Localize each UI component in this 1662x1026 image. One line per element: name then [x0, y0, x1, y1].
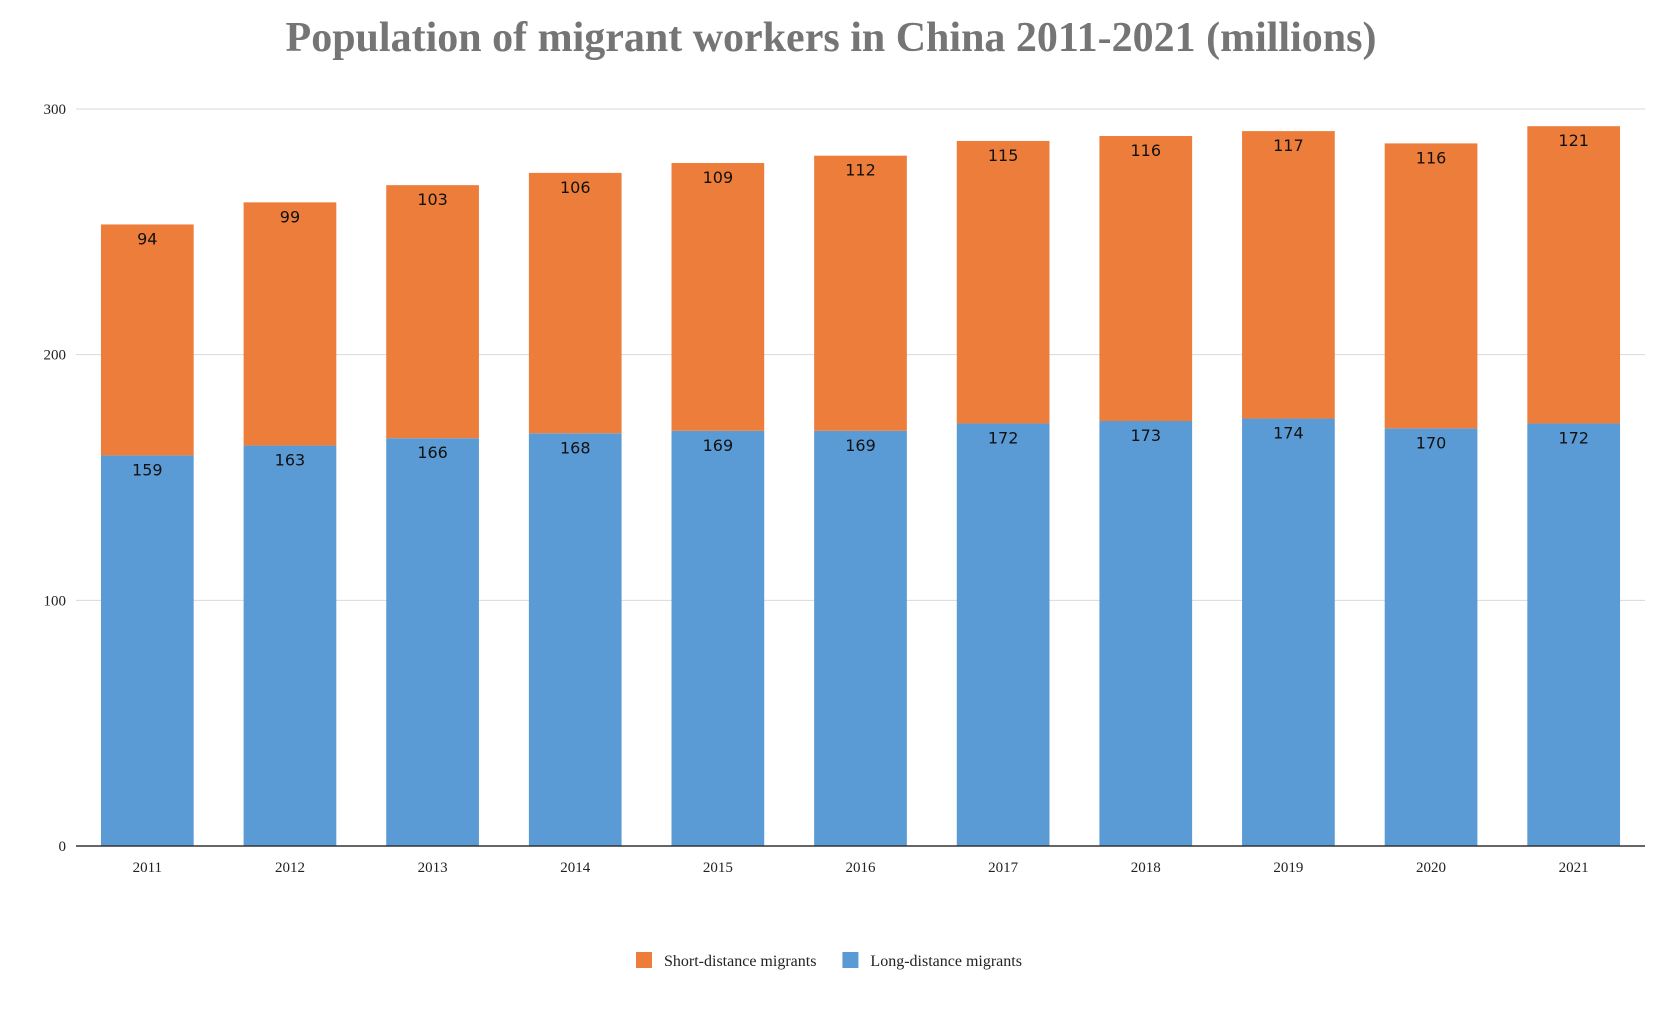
bar-short-distance-2012 — [243, 202, 337, 446]
data-label-long-distance-2018: 173 — [1130, 426, 1161, 445]
data-label-long-distance-2012: 163 — [275, 451, 306, 470]
x-tick-label-2018: 2018 — [1131, 860, 1161, 876]
bar-short-distance-2014 — [528, 172, 622, 434]
x-tick-label-2017: 2017 — [988, 860, 1019, 876]
x-tick-label-2015: 2015 — [703, 860, 733, 876]
axes: 0 100 200 300 2011 2012 2013 2014 2015 2016 2017 20… — [44, 102, 1645, 876]
y-tick-label: 0 — [59, 839, 67, 855]
data-label-long-distance-2011: 159 — [132, 460, 163, 479]
data-label-long-distance-2014: 168 — [560, 438, 591, 457]
x-tick-label-2012: 2012 — [275, 860, 305, 876]
legend: Short-distance migrants Long-distance mig… — [636, 952, 1022, 970]
bar-long-distance-2016 — [814, 430, 907, 846]
y-tick-label: 200 — [44, 348, 67, 364]
data-label-long-distance-2020: 170 — [1416, 433, 1447, 452]
bar-long-distance-2012 — [243, 445, 337, 846]
bar-long-distance-2011 — [100, 455, 194, 846]
x-tick-label-2021: 2021 — [1559, 860, 1589, 876]
data-label-short-distance-2011: 94 — [137, 229, 157, 248]
y-tick-label: 100 — [44, 593, 67, 609]
x-tick-label-2014: 2014 — [560, 860, 591, 876]
data-label-short-distance-2016: 112 — [845, 161, 876, 180]
data-label-short-distance-2018: 116 — [1130, 141, 1161, 160]
bar-short-distance-2021 — [1527, 126, 1621, 424]
data-label-short-distance-2015: 109 — [703, 168, 734, 187]
data-label-long-distance-2016: 169 — [845, 436, 876, 455]
bar-short-distance-2015 — [671, 163, 765, 431]
data-label-short-distance-2013: 103 — [417, 190, 448, 209]
data-label-long-distance-2015: 169 — [703, 436, 734, 455]
data-label-long-distance-2017: 172 — [988, 428, 1019, 447]
bar-short-distance-2020 — [1384, 143, 1478, 429]
bar-long-distance-2019 — [1242, 418, 1335, 846]
bar-long-distance-2014 — [528, 433, 622, 846]
data-label-short-distance-2019: 117 — [1273, 136, 1304, 155]
bar-long-distance-2021 — [1527, 423, 1621, 846]
bar-short-distance-2018 — [1099, 136, 1193, 421]
legend-label-short-distance-migrants: Short-distance migrants — [664, 953, 816, 970]
legend-label-long-distance-migrants: Long-distance migrants — [870, 953, 1022, 970]
data-label-long-distance-2021: 172 — [1558, 428, 1589, 447]
x-tick-label-2013: 2013 — [418, 860, 448, 876]
bar-long-distance-2020 — [1384, 428, 1478, 846]
bar-short-distance-2011 — [100, 224, 194, 456]
legend-swatch-short-distance-migrants — [636, 952, 652, 968]
data-label-short-distance-2012: 99 — [280, 207, 300, 226]
data-labels: 159 94 163 99 166 103 168 106 169 109 169 112 172 115… — [132, 131, 1589, 479]
chart-title: Population of migrant workers in China 2… — [285, 15, 1377, 61]
x-tick-label-2019: 2019 — [1273, 860, 1303, 876]
data-label-short-distance-2017: 115 — [988, 146, 1019, 165]
bar-long-distance-2013 — [386, 438, 479, 846]
bars — [100, 126, 1621, 846]
data-label-short-distance-2020: 116 — [1416, 148, 1447, 167]
data-label-long-distance-2013: 166 — [417, 443, 448, 462]
data-label-long-distance-2019: 174 — [1273, 424, 1304, 443]
x-tick-label-2011: 2011 — [133, 860, 162, 876]
data-label-short-distance-2021: 121 — [1558, 131, 1589, 150]
bar-long-distance-2015 — [671, 430, 765, 846]
bar-short-distance-2017 — [956, 140, 1050, 424]
bar-short-distance-2016 — [814, 155, 907, 431]
y-tick-label: 300 — [44, 102, 67, 118]
bar-long-distance-2017 — [956, 423, 1050, 846]
bar-short-distance-2019 — [1242, 131, 1335, 419]
x-tick-label-2016: 2016 — [846, 860, 877, 876]
x-tick-label-2020: 2020 — [1416, 860, 1446, 876]
bar-long-distance-2018 — [1099, 420, 1193, 846]
legend-swatch-long-distance-migrants — [842, 952, 859, 968]
data-label-short-distance-2014: 106 — [560, 178, 591, 197]
bar-short-distance-2013 — [386, 185, 479, 439]
